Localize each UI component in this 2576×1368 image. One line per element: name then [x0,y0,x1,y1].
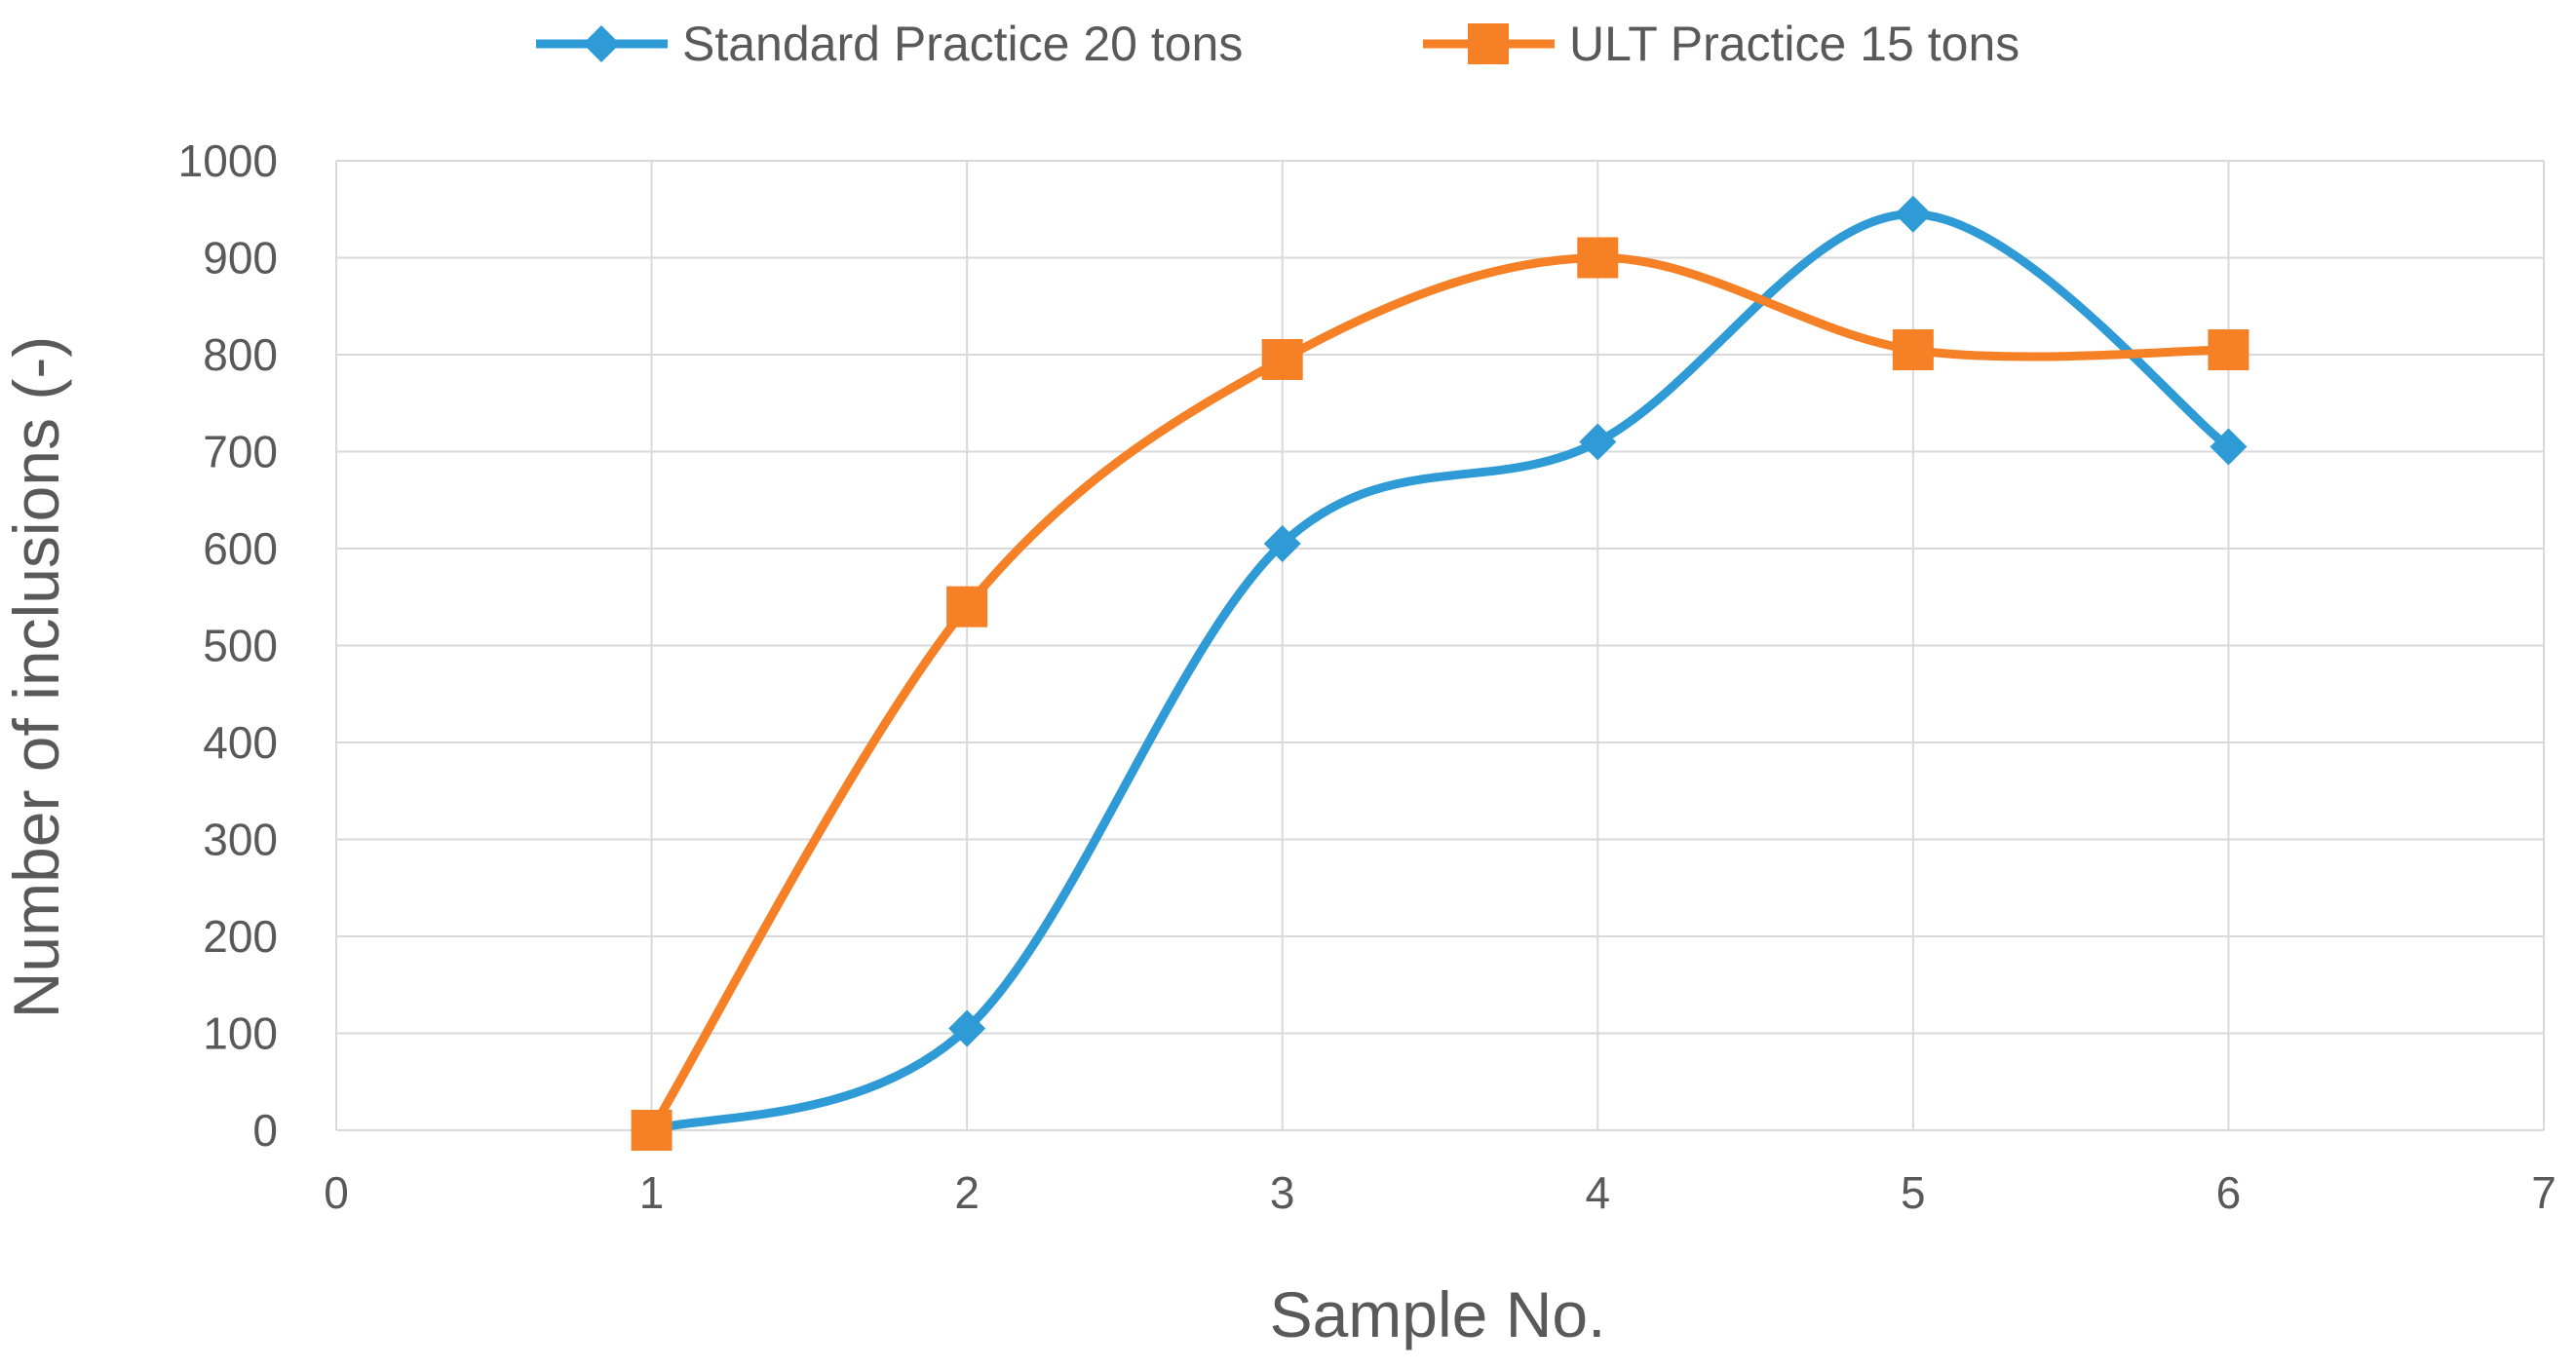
series-1-markers [633,195,2248,1149]
x-tick-label: 5 [1901,1167,1926,1218]
y-tick-label: 1000 [178,135,278,186]
x-tick-label: 4 [1585,1167,1610,1218]
data-point [1579,423,1617,461]
y-tick-label: 500 [203,621,278,671]
data-point [1577,237,1619,279]
series-1 [647,209,2233,1135]
x-tick-label: 6 [2216,1167,2242,1218]
legend-label: Standard Practice 20 tons [682,17,1243,71]
data-point [2208,329,2249,371]
y-tick-label: 300 [203,815,278,865]
y-axis-title: Number of inclusions (-) [0,336,72,1019]
data-point [1261,338,1303,380]
legend-label: ULT Practice 15 tons [1569,17,2019,71]
x-axis-title: Sample No. [1270,1278,1606,1350]
x-tick-label: 7 [2531,1167,2557,1218]
y-tick-label: 400 [203,717,278,768]
y-tick-label: 700 [203,427,278,477]
legend-marker [583,25,620,62]
x-tick-label: 0 [324,1167,349,1218]
data-point [2210,428,2248,466]
y-tick-label: 200 [203,911,278,962]
series-line [647,209,2233,1135]
x-tick-label: 3 [1270,1167,1295,1218]
data-point [948,1009,986,1047]
series-line [647,252,2233,1135]
y-tick-label: 800 [203,329,278,380]
data-point [1263,525,1301,563]
y-tick-label: 100 [203,1008,278,1059]
data-point [1892,329,1934,371]
series-2 [647,252,2233,1135]
x-tick-label: 2 [954,1167,980,1218]
legend: Standard Practice 20 tons ULT Practice 15… [536,17,2019,71]
x-tick-label: 1 [639,1167,665,1218]
series-layer [631,195,2249,1151]
tick-labels: 0 100 200 300 400 500 600 700 800 900 1000 0 1 2 3 4 5 6 7 [178,135,2557,1218]
legend-marker [1468,23,1509,64]
legend-item-2: ULT Practice 15 tons [1423,17,2019,71]
data-point [631,1110,673,1151]
y-tick-label: 900 [203,233,278,284]
data-point [1894,195,1932,233]
grid [335,160,2545,1131]
data-point [946,586,988,627]
legend-item-1: Standard Practice 20 tons [536,17,1243,71]
series-2-markers [631,237,2249,1151]
y-tick-label: 600 [203,523,278,574]
y-tick-label: 0 [252,1105,278,1156]
